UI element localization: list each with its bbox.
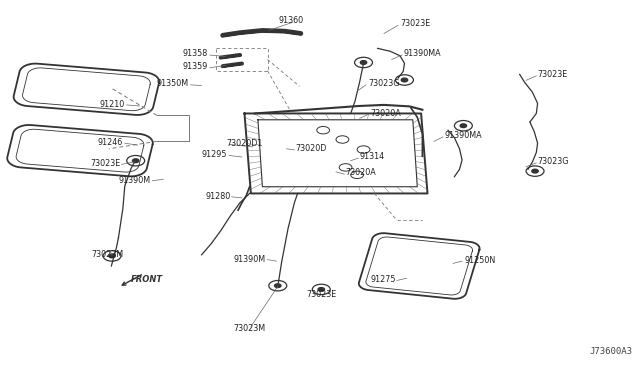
Text: 91314: 91314 — [360, 153, 385, 161]
Text: 73020A: 73020A — [370, 109, 401, 118]
Text: 73020A: 73020A — [346, 169, 376, 177]
Text: 91295: 91295 — [202, 150, 227, 159]
Text: 73023E: 73023E — [90, 159, 120, 168]
Text: 91390M: 91390M — [118, 176, 150, 185]
Circle shape — [318, 288, 324, 291]
Text: 91359: 91359 — [182, 62, 208, 71]
Text: 91246: 91246 — [98, 138, 123, 147]
Text: 73020D: 73020D — [296, 144, 327, 153]
Circle shape — [132, 159, 139, 163]
Text: 91390M: 91390M — [234, 255, 266, 264]
Text: 91390MA: 91390MA — [445, 131, 483, 140]
Text: 73023M: 73023M — [234, 324, 266, 333]
Text: 91275: 91275 — [370, 275, 396, 284]
Circle shape — [360, 61, 367, 64]
Text: 91210: 91210 — [100, 100, 125, 109]
Text: 73023E: 73023E — [306, 290, 337, 299]
Circle shape — [460, 124, 467, 128]
Circle shape — [275, 284, 281, 288]
Text: 73023G: 73023G — [368, 79, 399, 88]
Text: 73023G: 73023G — [538, 157, 569, 166]
Circle shape — [532, 169, 538, 173]
Text: FRONT: FRONT — [131, 275, 163, 284]
Text: 73020D1: 73020D1 — [226, 139, 262, 148]
Text: 91390MA: 91390MA — [403, 49, 441, 58]
Text: 73023E: 73023E — [538, 70, 568, 79]
Text: J73600A3: J73600A3 — [589, 347, 632, 356]
Text: 91350M: 91350M — [157, 79, 189, 88]
Text: 91280: 91280 — [205, 192, 230, 201]
Text: 73023M: 73023M — [92, 250, 124, 259]
Text: 91360: 91360 — [278, 16, 304, 25]
Text: 91358: 91358 — [183, 49, 208, 58]
Text: 73023E: 73023E — [400, 19, 430, 28]
Circle shape — [401, 78, 408, 82]
Circle shape — [109, 254, 115, 258]
Text: 91250N: 91250N — [465, 256, 496, 265]
